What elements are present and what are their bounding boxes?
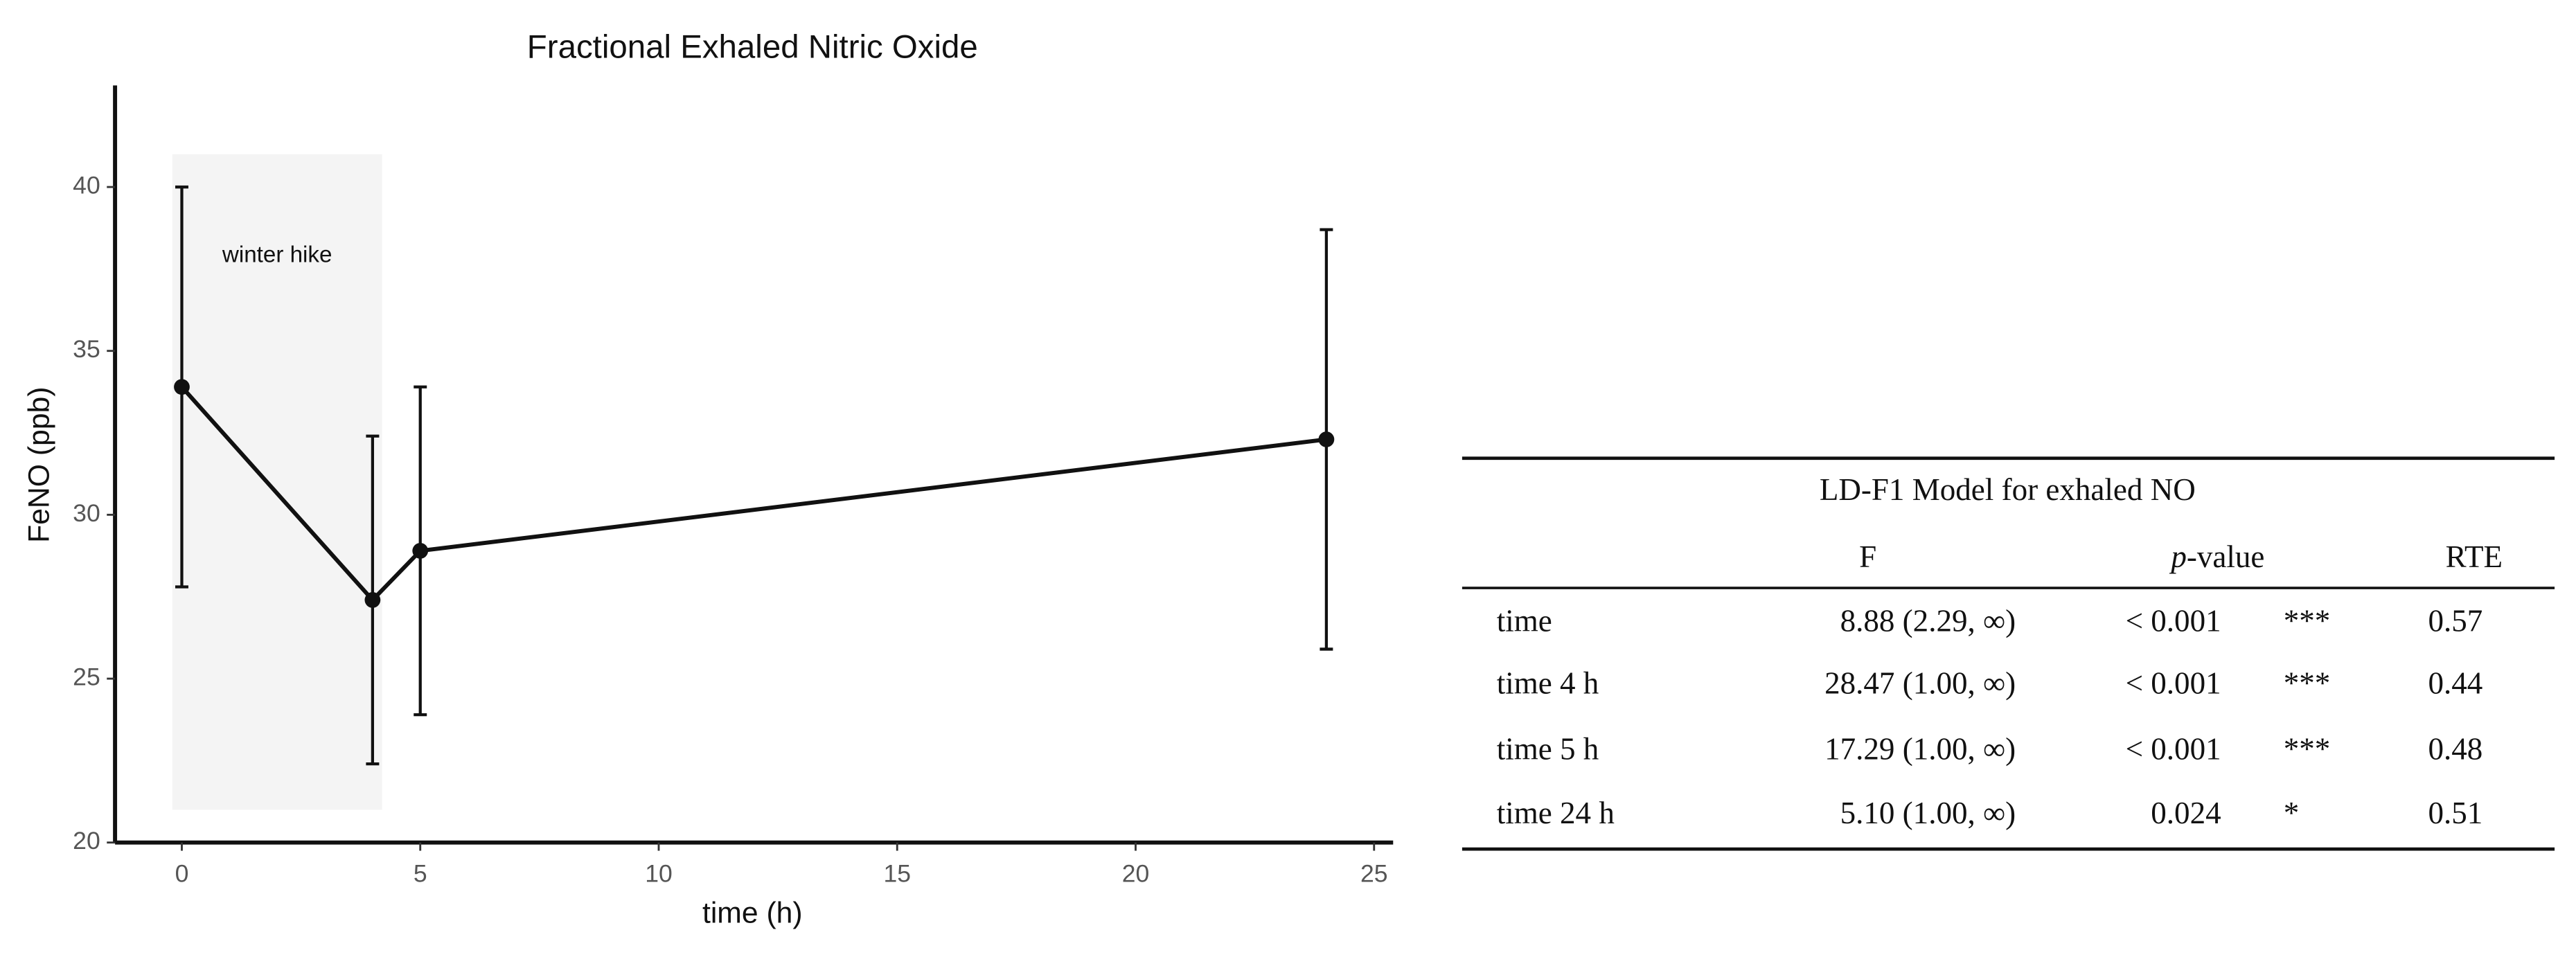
- rte: 0.44: [2428, 666, 2482, 701]
- row-label: time 5 h: [1497, 732, 1599, 767]
- rte: 0.57: [2428, 604, 2482, 638]
- line: [180, 385, 1327, 603]
- significance: *: [2284, 796, 2300, 830]
- italic-p: p: [2169, 539, 2187, 574]
- chart-title: Fractional Exhaled Nitric Oxide: [527, 29, 978, 66]
- y-tick-label: 20: [73, 827, 100, 855]
- y-axis-label: FeNO (ppb): [23, 387, 56, 543]
- x-tick-label: 20: [1122, 860, 1150, 888]
- annotation: winter hike: [222, 242, 332, 268]
- y-tick-label: 40: [73, 171, 100, 199]
- point: [174, 379, 190, 395]
- y-tick-label: 30: [73, 499, 100, 527]
- point: [364, 592, 381, 608]
- p-value: 0.024: [2151, 796, 2221, 830]
- header-rest: -value: [2187, 539, 2265, 574]
- x-tick-label: 15: [883, 860, 911, 888]
- x-tick-label: 5: [414, 860, 427, 888]
- x-axis-label: time (h): [702, 896, 803, 929]
- x-tick-label: 10: [645, 860, 673, 888]
- x-tick-label: 0: [175, 860, 189, 888]
- row-label: time 24 h: [1497, 796, 1615, 830]
- y-tick-label: 25: [73, 663, 100, 690]
- table-title: LD-F1 Model for exhaled NO: [1820, 472, 2196, 507]
- significance: ***: [2284, 666, 2331, 701]
- column-header: RTE: [2446, 539, 2503, 574]
- significance: ***: [2284, 604, 2331, 638]
- row-label: time: [1497, 604, 1552, 638]
- shaded-region: [172, 154, 382, 810]
- point: [1318, 431, 1335, 447]
- y-tick-label: 35: [73, 335, 100, 363]
- f-value: 17.29 (1.00, ∞): [1824, 732, 2016, 767]
- p-value: < 0.001: [2126, 732, 2221, 767]
- row-label: time 4 h: [1497, 666, 1599, 701]
- p-value: < 0.001: [2126, 666, 2221, 701]
- p-value: < 0.001: [2126, 604, 2221, 638]
- significance: ***: [2284, 732, 2331, 767]
- column-header: p-value: [2169, 539, 2264, 574]
- f-value: 8.88 (2.29, ∞): [1840, 604, 2016, 638]
- rte: 0.48: [2428, 732, 2482, 767]
- rte: 0.51: [2428, 796, 2482, 830]
- point: [412, 543, 429, 559]
- x-tick-label: 25: [1360, 860, 1388, 888]
- column-header: F: [1859, 539, 1876, 574]
- f-value: 5.10 (1.00, ∞): [1840, 796, 2016, 830]
- f-value: 28.47 (1.00, ∞): [1824, 666, 2016, 701]
